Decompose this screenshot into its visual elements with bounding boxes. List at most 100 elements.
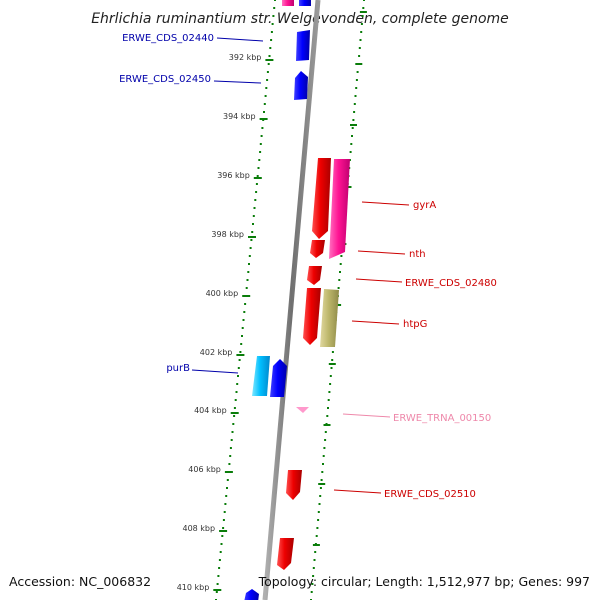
guide-dot (249, 247, 252, 249)
guide-dot (338, 279, 341, 281)
guide-dot (331, 359, 334, 361)
guide-dot (358, 55, 361, 57)
gene-feature[interactable] (270, 359, 287, 397)
gene-feature[interactable] (244, 589, 259, 600)
guide-dot (339, 263, 342, 265)
guide-dot (327, 407, 329, 409)
guide-dot (328, 391, 331, 393)
gene-feature[interactable] (286, 470, 302, 500)
guide-dot (318, 503, 321, 505)
gene-feature[interactable] (296, 407, 309, 413)
gene-feature[interactable] (310, 240, 325, 258)
guide-dot (329, 375, 332, 377)
guide-dot (351, 127, 354, 129)
guide-dot (319, 487, 322, 489)
guide-dot (229, 455, 232, 457)
gene-feature[interactable] (312, 158, 331, 239)
genome-backbone (262, 0, 321, 600)
guide-dot (228, 463, 231, 465)
guide-dot (251, 231, 254, 233)
gene-feature[interactable] (307, 266, 322, 285)
tick-label: 400 kbp (206, 289, 239, 298)
gene-feature[interactable] (320, 289, 339, 347)
guide-dot (261, 127, 264, 129)
gene-feature[interactable] (296, 30, 310, 61)
guide-dot (313, 559, 316, 561)
guide-dot (314, 551, 317, 553)
guide-dot (270, 31, 273, 33)
tick-label: 406 kbp (188, 465, 221, 474)
gene-feature[interactable] (277, 538, 294, 570)
guide-dot (250, 239, 253, 241)
gene-feature[interactable] (299, 0, 311, 6)
gene-feature[interactable] (294, 71, 308, 100)
gene-label[interactable]: ERWE_CDS_02510 (384, 489, 476, 500)
guide-dot (355, 87, 358, 89)
guide-dot (256, 175, 259, 177)
guide-dot (267, 63, 270, 65)
guide-dot (316, 527, 319, 529)
guide-dot (358, 47, 361, 49)
guide-dot (225, 495, 228, 497)
gene-label[interactable]: ERWE_TRNA_00150 (393, 413, 491, 424)
guide-dot (246, 279, 249, 281)
tick-label: 396 kbp (217, 171, 250, 180)
gene-label[interactable]: gyrA (413, 200, 436, 211)
gene-labels-right: gyrA nth ERWE_CDS_02480 htpG ERWE_TRNA_0… (384, 200, 497, 500)
guide-dot (361, 15, 364, 17)
guide-dot (255, 183, 258, 185)
guide-dot (337, 287, 340, 289)
guide-dot (260, 135, 263, 137)
guide-dot (350, 143, 353, 145)
accession-text: Accession: NC_006832 (9, 574, 151, 589)
guide-dot (259, 151, 262, 153)
guide-dot (253, 207, 256, 209)
gene-label[interactable]: htpG (403, 319, 427, 330)
guide-dot (320, 479, 323, 481)
gene-label[interactable]: ERWE_CDS_02440 (122, 33, 214, 44)
guide-dot (233, 415, 236, 417)
map-title: Ehrlichia ruminantium str. Welgevonden, … (91, 11, 509, 27)
guide-dot (331, 351, 334, 353)
gene-feature[interactable] (303, 288, 321, 345)
guide-dot (273, 7, 276, 9)
kbp-axis: 392 kbp 394 kbp 396 kbp 398 kbp 400 kbp 402 k… (177, 53, 274, 592)
guide-dot (330, 367, 333, 369)
gene-label[interactable]: nth (409, 249, 426, 260)
tick-label: 404 kbp (194, 406, 227, 415)
guide-dot (248, 255, 251, 257)
guide-dot (340, 255, 343, 257)
guide-dot (360, 31, 363, 33)
guide-dot (356, 71, 359, 73)
gene-feature[interactable] (252, 356, 270, 396)
gene-features (244, 0, 350, 600)
guide-dot (329, 383, 332, 385)
guide-dot (241, 335, 243, 337)
gene-label[interactable]: ERWE_CDS_02480 (405, 278, 497, 289)
guide-dot (352, 119, 355, 121)
guide-dot (353, 103, 356, 105)
guide-dot (259, 143, 262, 145)
guide-dot (222, 527, 225, 529)
guide-dot (353, 111, 356, 113)
guide-dot (235, 391, 238, 393)
guide-dot (319, 495, 322, 497)
guide-dot (242, 319, 245, 321)
gene-feature[interactable] (329, 159, 350, 259)
guide-dot (222, 519, 225, 521)
guide-dot (218, 567, 221, 569)
guide-dot (263, 111, 265, 113)
gene-label[interactable]: purB (166, 363, 190, 374)
gene-feature[interactable] (282, 0, 294, 6)
gene-label[interactable]: ERWE_CDS_02450 (119, 74, 211, 85)
guide-dot (244, 303, 247, 305)
guide-dot (310, 591, 313, 593)
tick-label: 410 kbp (177, 583, 210, 592)
guide-dot (217, 575, 220, 577)
tick-label: 392 kbp (229, 53, 262, 62)
guide-dot (317, 511, 320, 513)
guide-dot (324, 431, 327, 433)
guide-dot (226, 479, 229, 481)
guide-dot (263, 103, 266, 105)
